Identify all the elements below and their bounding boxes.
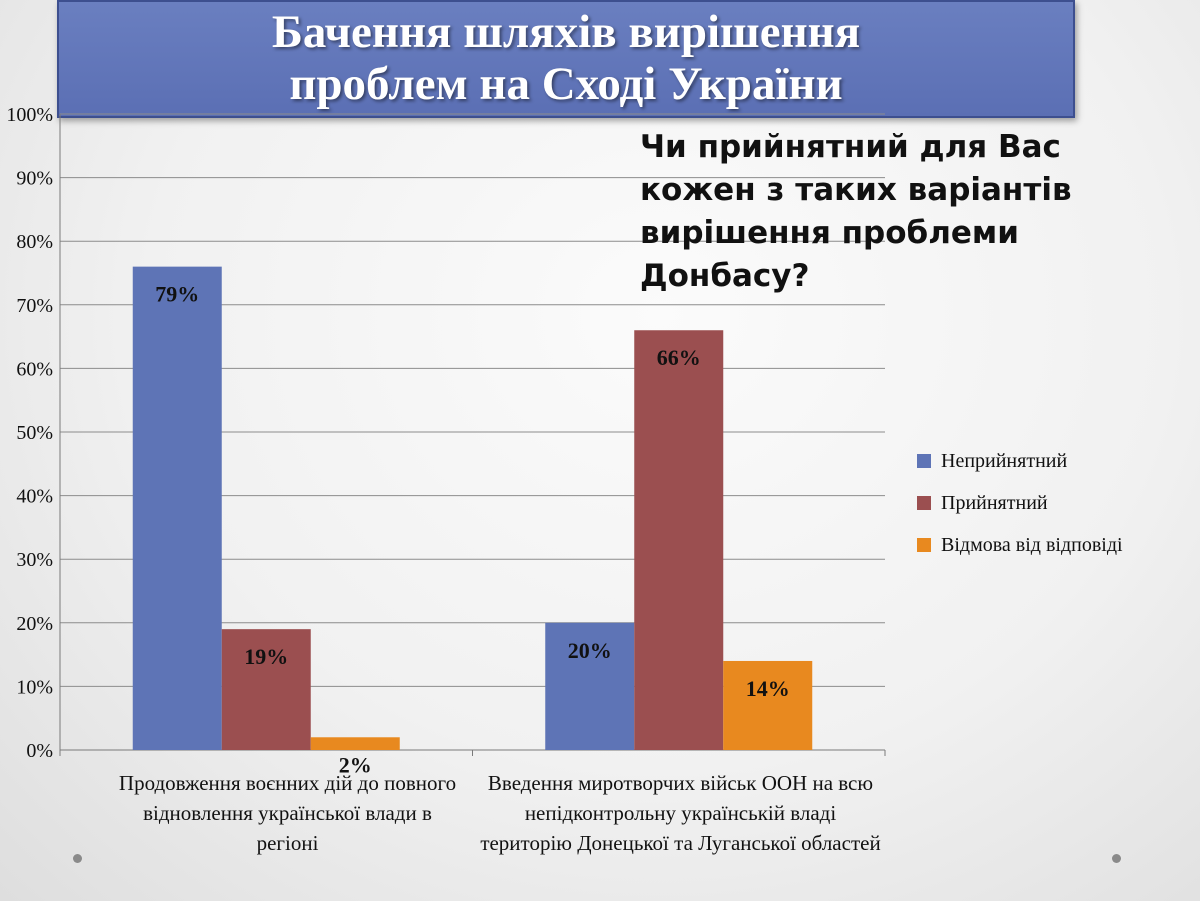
category-label-2: Введення миротворчих військ ООН на всю н…: [480, 771, 881, 855]
y-tick-label: 40%: [16, 486, 53, 508]
y-tick-label: 50%: [16, 422, 53, 444]
bar: [634, 330, 724, 750]
bar: [545, 622, 635, 750]
y-tick-label: 90%: [16, 168, 53, 190]
slide-bullet-dot-right: [1112, 854, 1121, 863]
legend-swatch: [917, 496, 931, 510]
legend-swatch: [917, 454, 931, 468]
survey-question: Чи прийнятний для Вас кожен з таких варі…: [640, 129, 1072, 294]
legend-swatch: [917, 538, 931, 552]
slide-title-line-2: проблем на Сході України: [289, 58, 843, 110]
y-tick-label: 30%: [16, 549, 53, 571]
bar-value-label: 66%: [657, 345, 701, 370]
legend-label: Прийнятний: [941, 491, 1048, 514]
legend-label: Неприйнятний: [941, 449, 1068, 472]
legend-item: Неприйнятний: [917, 440, 1197, 482]
y-tick-label: 80%: [16, 231, 53, 253]
legend-label: Відмова від відповіді: [941, 533, 1123, 556]
bar-value-label: 19%: [244, 644, 288, 669]
slide-bullet-dot-left: [73, 854, 82, 863]
legend-item: Відмова від відповіді: [917, 524, 1197, 566]
y-tick-label: 20%: [16, 613, 53, 635]
slide-title-line-1: Бачення шляхів вирішення: [271, 6, 861, 58]
bar-value-label: 79%: [155, 282, 199, 307]
category-label-1: Продовження воєнних дій до повного відно…: [118, 771, 457, 855]
y-tick-label: 10%: [16, 676, 53, 698]
y-tick-label: 70%: [16, 295, 53, 317]
bar: [132, 266, 222, 750]
bar: [221, 629, 311, 750]
legend-item: Прийнятний: [917, 482, 1197, 524]
chart-legend: Неприйнятний Прийнятний Відмова від відпов…: [917, 440, 1197, 566]
y-tick-label: 60%: [16, 358, 53, 380]
y-tick-label: 0%: [26, 740, 53, 762]
bar-value-label: 14%: [746, 676, 790, 701]
bar-value-label: 2%: [339, 752, 372, 777]
slide-title: Бачення шляхів вирішення проблем на Сход…: [57, 0, 1075, 118]
y-tick-label: 100%: [6, 104, 53, 126]
bar-value-label: 20%: [568, 638, 612, 663]
bar: [310, 737, 400, 750]
bar: [723, 660, 813, 750]
